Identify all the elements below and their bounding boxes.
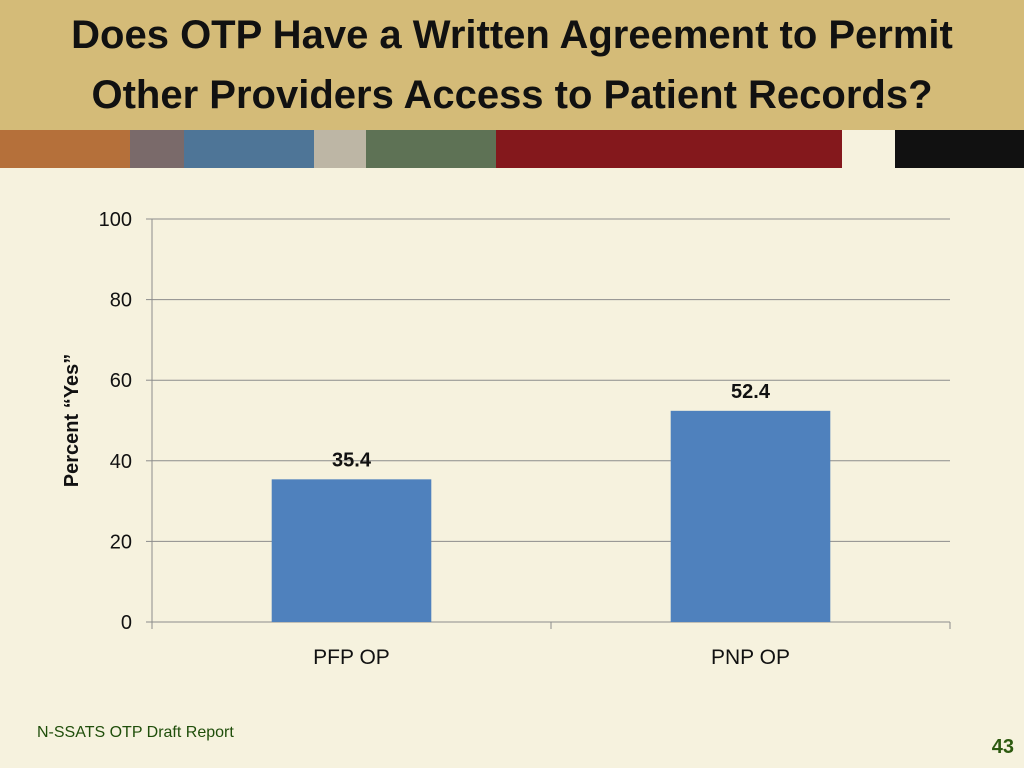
- y-tick-label: 0: [121, 612, 132, 634]
- y-axis-title: Percent “Yes”: [61, 354, 83, 487]
- title-band: Does OTP Have a Written Agreement to Per…: [0, 0, 1024, 130]
- page-number: 43: [991, 736, 1014, 758]
- bar-pnp-op: [670, 410, 831, 622]
- y-tick-label: 80: [110, 290, 132, 312]
- stripe-segment: [366, 130, 496, 168]
- stripe-segment: [842, 130, 895, 168]
- stripe-segment: [496, 130, 842, 168]
- data-label: 35.4: [332, 449, 372, 471]
- y-tick-label: 20: [110, 531, 132, 553]
- data-label: 52.4: [731, 381, 771, 403]
- stripe-segment: [184, 130, 314, 168]
- x-category-label: PNP OP: [711, 646, 790, 669]
- stripe-segment: [314, 130, 366, 168]
- slide-title-line-2: Other Providers Access to Patient Record…: [91, 73, 933, 117]
- bar-pfp-op: [271, 479, 432, 622]
- y-tick-label: 100: [99, 209, 132, 231]
- stripe-segment: [0, 130, 130, 168]
- footer-report-name: N-SSATS OTP Draft Report: [37, 724, 234, 741]
- stripe-segment: [130, 130, 184, 168]
- slide-title-line-1: Does OTP Have a Written Agreement to Per…: [71, 13, 953, 57]
- x-category-label: PFP OP: [313, 646, 390, 669]
- y-tick-label: 60: [110, 370, 132, 392]
- y-tick-label: 40: [110, 451, 132, 473]
- decorative-stripe-bar: [0, 130, 1024, 168]
- stripe-segment: [895, 130, 1024, 168]
